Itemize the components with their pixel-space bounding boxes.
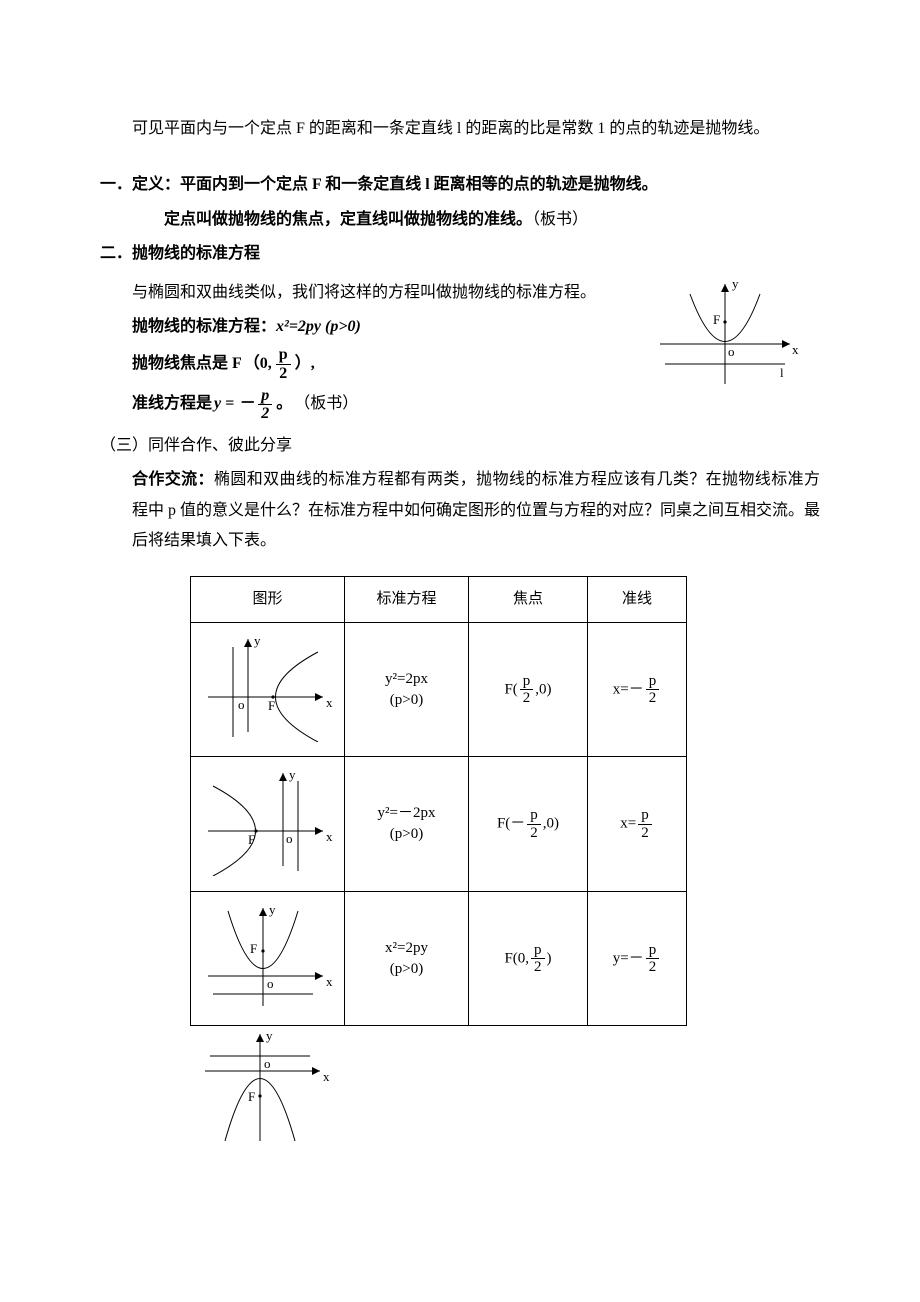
svg-text:y: y — [254, 633, 261, 648]
section-2-line-4: 准线方程是 y = － p 2 。 （板书） — [100, 387, 620, 423]
section-2-graph: F y o x l — [640, 274, 820, 415]
th-equation: 标准方程 — [345, 577, 469, 623]
section-3-body: 合作交流：椭圆和双曲线的标准方程都有两类，抛物线的标准方程应该有几类？在抛物线标… — [100, 465, 820, 556]
label-l: l — [780, 365, 784, 380]
th-focus: 焦点 — [469, 577, 588, 623]
cell-dir-2: x=p2 — [588, 757, 687, 892]
label-y: y — [732, 276, 739, 291]
table-row: F y o x x²=2py (p>0) F(0,p2) y=－p2 — [191, 891, 687, 1026]
section-2-left: 与椭圆和双曲线类似，我们将这样的方程叫做抛物线的标准方程。 抛物线的标准方程：x… — [100, 274, 620, 427]
cell-graph-right: F y o x — [191, 622, 345, 757]
svg-text:x: x — [326, 829, 333, 844]
table-row: F y o x y²=2px (p>0) F(p2,0) x=－p2 — [191, 622, 687, 757]
svg-text:x: x — [326, 974, 333, 989]
label-x: x — [792, 342, 799, 357]
svg-text:x: x — [326, 695, 333, 710]
extra-graph-down: F y o x — [190, 1026, 820, 1157]
spacer — [100, 148, 820, 166]
cell-focus-2: F(－p2,0) — [469, 757, 588, 892]
section-3-heading: （三）同伴合作、彼此分享 — [100, 431, 820, 461]
cell-eq-1: y²=2px (p>0) — [345, 622, 469, 757]
cell-graph-left: F y o x — [191, 757, 345, 892]
svg-text:y: y — [269, 902, 276, 917]
section-3-text: 椭圆和双曲线的标准方程都有两类，抛物线的标准方程应该有几类？在抛物线标准方程中 … — [132, 471, 820, 549]
section-1-note: （板书） — [532, 211, 588, 228]
svg-text:y: y — [266, 1028, 273, 1043]
cell-dir-3: y=－p2 — [588, 891, 687, 1026]
section-3-label: 合作交流： — [132, 471, 214, 488]
table-header-row: 图形 标准方程 焦点 准线 — [191, 577, 687, 623]
section-1-line-2: 定点叫做抛物线的焦点，定直线叫做抛物线的准线。（板书） — [100, 205, 820, 235]
spacer-2 — [100, 560, 820, 568]
cell-graph-up: F y o x — [191, 891, 345, 1026]
section-2-line-3: 抛物线焦点是 F （0, p 2 ）, — [100, 346, 620, 382]
table-row: F y o x y²=－2px (p>0) F(－p2,0) x=p2 — [191, 757, 687, 892]
th-directrix: 准线 — [588, 577, 687, 623]
cell-eq-3: x²=2py (p>0) — [345, 891, 469, 1026]
svg-text:o: o — [267, 976, 274, 991]
section-2-heading: 二．抛物线的标准方程 — [100, 239, 820, 269]
section-1-line-2-text: 定点叫做抛物线的焦点，定直线叫做抛物线的准线。 — [164, 211, 532, 228]
svg-text:y: y — [289, 767, 296, 782]
section-2-line-1: 与椭圆和双曲线类似，我们将这样的方程叫做抛物线的标准方程。 — [100, 278, 620, 308]
fraction-p-over-2: p 2 — [274, 346, 293, 382]
svg-text:o: o — [286, 831, 293, 846]
cell-focus-1: F(p2,0) — [469, 622, 588, 757]
section-2-line-2: 抛物线的标准方程：x²=2py (p>0) — [100, 312, 620, 342]
svg-text:F: F — [268, 698, 275, 713]
label-F: F — [713, 312, 720, 327]
section-1-line-1: 一．定义：平面内到一个定点 F 和一条定直线 l 距离相等的点的轨迹是抛物线。 — [100, 170, 820, 200]
fraction-p-over-2-b: p 2 — [256, 387, 274, 423]
section-1-heading: 一．定义：平面内到一个定点 F 和一条定直线 l 距离相等的点的轨迹是抛物线。 — [100, 176, 658, 193]
svg-text:F: F — [250, 941, 257, 956]
svg-text:o: o — [238, 697, 245, 712]
page: 可见平面内与一个定点 F 的距离和一条定直线 l 的距离的比是常数 1 的点的轨… — [0, 0, 920, 1302]
label-o: o — [728, 344, 735, 359]
intro-paragraph: 可见平面内与一个定点 F 的距离和一条定直线 l 的距离的比是常数 1 的点的轨… — [100, 114, 820, 144]
svg-text:F: F — [248, 1089, 255, 1104]
th-graph: 图形 — [191, 577, 345, 623]
svg-text:o: o — [264, 1056, 271, 1071]
parabola-table: 图形 标准方程 焦点 准线 F y o x — [190, 576, 687, 1026]
section-2-body: 与椭圆和双曲线类似，我们将这样的方程叫做抛物线的标准方程。 抛物线的标准方程：x… — [100, 274, 820, 427]
parabola-up-open-graph: F y o x l — [640, 274, 810, 404]
cell-dir-1: x=－p2 — [588, 622, 687, 757]
svg-text:x: x — [323, 1069, 330, 1084]
svg-text:F: F — [248, 832, 255, 847]
cell-eq-2: y²=－2px (p>0) — [345, 757, 469, 892]
cell-focus-3: F(0,p2) — [469, 891, 588, 1026]
